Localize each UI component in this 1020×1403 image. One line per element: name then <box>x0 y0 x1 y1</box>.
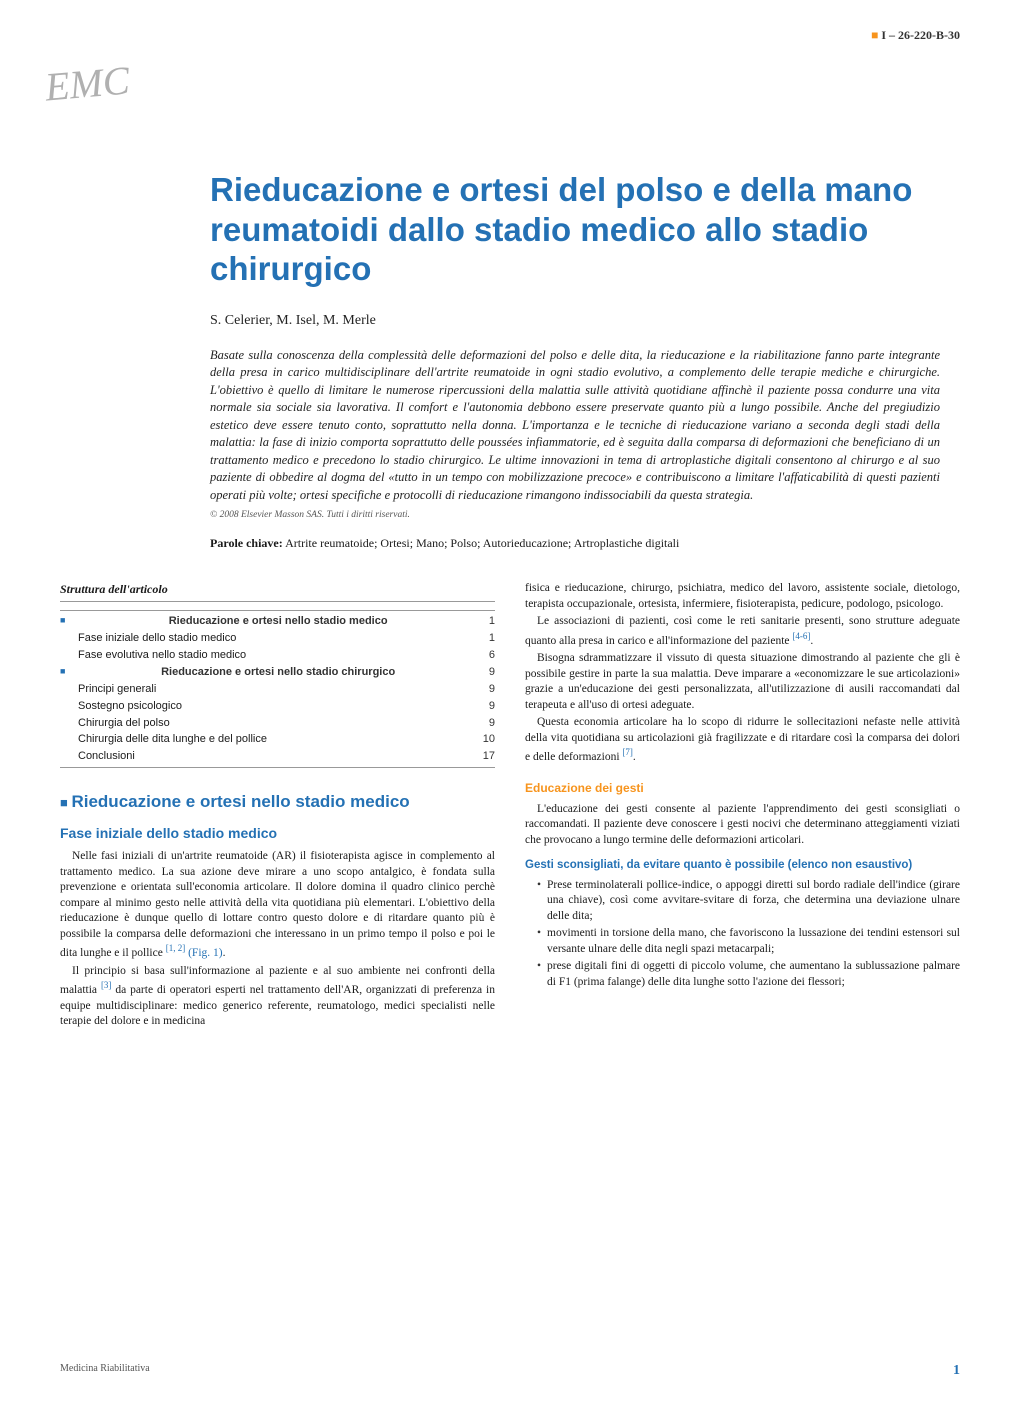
toc-item[interactable]: Rieducazione e ortesi nello stadio chiru… <box>60 664 495 681</box>
journal-name: Medicina Riabilitativa <box>60 1363 150 1379</box>
publisher-logo: EMC <box>43 56 131 110</box>
toc-item-page: 1 <box>489 614 495 629</box>
toc-item-page: 9 <box>489 699 495 714</box>
left-column: Struttura dell'articolo Rieducazione e o… <box>60 581 495 1031</box>
paragraph-heading: Gesti sconsigliati, da evitare quanto è … <box>525 858 960 874</box>
toc-item-page: 1 <box>489 631 495 646</box>
toc-item-label: Chirurgia del polso <box>60 716 170 731</box>
body-paragraph: Nelle fasi iniziali di un'artrite reumat… <box>60 849 495 961</box>
toc-item[interactable]: Conclusioni 17 <box>60 748 495 765</box>
citation-ref[interactable]: [3] <box>101 980 112 990</box>
toc-item[interactable]: Fase evolutiva nello stadio medico 6 <box>60 647 495 664</box>
toc-item-page: 9 <box>489 665 495 680</box>
toc-item-label: Rieducazione e ortesi nello stadio chiru… <box>161 665 395 680</box>
body-paragraph: Le associazioni di pazienti, così come l… <box>525 614 960 649</box>
toc-item[interactable]: Sostegno psicologico 9 <box>60 698 495 715</box>
toc-item[interactable]: Chirurgia del polso 9 <box>60 715 495 732</box>
body-columns: Struttura dell'articolo Rieducazione e o… <box>60 581 960 1031</box>
body-paragraph: Bisogna sdrammatizzare il vissuto di que… <box>525 651 960 713</box>
body-paragraph: fisica e rieducazione, chirurgo, psichia… <box>525 581 960 612</box>
article-abstract: Basate sulla conoscenza della complessit… <box>210 347 940 505</box>
toc-item-label: Fase evolutiva nello stadio medico <box>60 648 246 663</box>
toc-item-label: Chirurgia delle dita lunghe e del pollic… <box>60 732 267 747</box>
citation-ref[interactable]: [7] <box>622 747 633 757</box>
toc-item-page: 9 <box>489 716 495 731</box>
keywords-values: Artrite reumatoide; Ortesi; Mano; Polso;… <box>285 536 679 550</box>
page-footer: Medicina Riabilitativa 1 <box>60 1363 960 1379</box>
toc-item-label: Sostegno psicologico <box>60 699 182 714</box>
document-code: I – 26-220-B-30 <box>871 28 960 43</box>
toc-item[interactable]: Principi generali 9 <box>60 681 495 698</box>
keywords-label: Parole chiave: <box>210 536 283 550</box>
toc-item-label: Conclusioni <box>60 749 135 764</box>
toc-item[interactable]: Rieducazione e ortesi nello stadio medic… <box>60 613 495 630</box>
bullet-list: Prese terminolaterali pollice-indice, o … <box>525 878 960 991</box>
right-column: fisica e rieducazione, chirurgo, psichia… <box>525 581 960 1031</box>
list-item: movimenti in torsione della mano, che fa… <box>537 926 960 957</box>
toc-item-label: Rieducazione e ortesi nello stadio medic… <box>169 614 388 629</box>
page-number: 1 <box>953 1363 960 1379</box>
list-item: Prese terminolaterali pollice-indice, o … <box>537 878 960 925</box>
toc-heading: Struttura dell'articolo <box>60 581 495 602</box>
list-item: prese digitali fini di oggetti di piccol… <box>537 959 960 990</box>
citation-ref[interactable]: [1, 2] <box>166 943 186 953</box>
figure-ref[interactable]: (Fig. 1) <box>188 947 223 959</box>
table-of-contents: Rieducazione e ortesi nello stadio medic… <box>60 610 495 768</box>
article-header: Rieducazione e ortesi del polso e della … <box>210 170 940 551</box>
citation-ref[interactable]: [4-6] <box>792 631 810 641</box>
toc-item-label: Fase iniziale dello stadio medico <box>60 631 236 646</box>
body-paragraph: Questa economia articolare ha lo scopo d… <box>525 715 960 765</box>
toc-item-page: 6 <box>489 648 495 663</box>
toc-item-label: Principi generali <box>60 682 156 697</box>
toc-item[interactable]: Chirurgia delle dita lunghe e del pollic… <box>60 731 495 748</box>
section-heading-1: Rieducazione e ortesi nello stadio medic… <box>60 792 495 812</box>
toc-item-page: 17 <box>483 749 495 764</box>
body-paragraph: Il principio si basa sull'informazione a… <box>60 964 495 1030</box>
subsubsection-heading: Educazione dei gesti <box>525 780 960 796</box>
toc-item-page: 10 <box>483 732 495 747</box>
article-title: Rieducazione e ortesi del polso e della … <box>210 170 940 289</box>
subsection-heading-1: Fase iniziale dello stadio medico <box>60 824 495 843</box>
article-authors: S. Celerier, M. Isel, M. Merle <box>210 313 940 329</box>
keywords-line: Parole chiave: Artrite reumatoide; Ortes… <box>210 536 940 551</box>
toc-item-page: 9 <box>489 682 495 697</box>
copyright-notice: © 2008 Elsevier Masson SAS. Tutti i diri… <box>210 510 940 520</box>
toc-item[interactable]: Fase iniziale dello stadio medico 1 <box>60 630 495 647</box>
body-paragraph: L'educazione dei gesti consente al pazie… <box>525 802 960 849</box>
